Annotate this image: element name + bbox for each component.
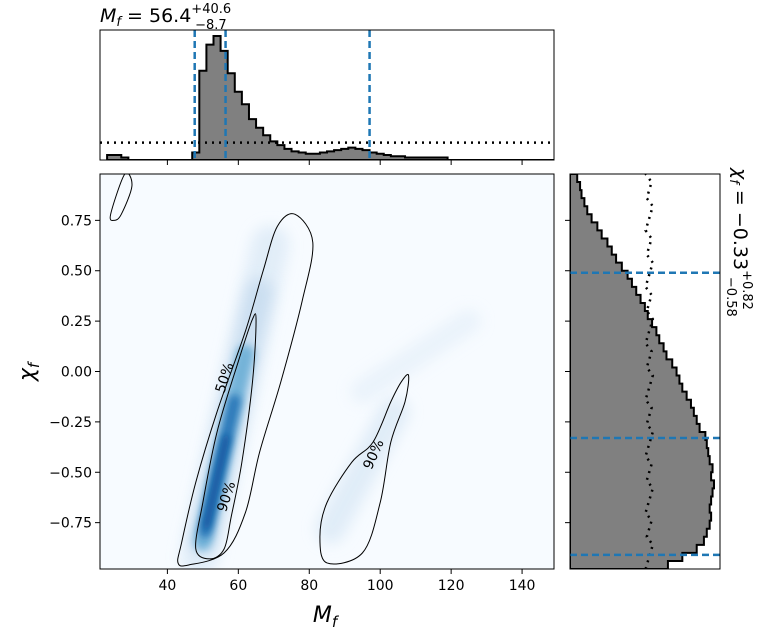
spin-title-upper-error: +0.82 bbox=[739, 270, 754, 310]
x-tick-label: 100 bbox=[367, 578, 394, 594]
mass-posterior-title: Mf = 56.4+40.6 −8.7 bbox=[100, 2, 231, 33]
spin-marginal-histogram bbox=[565, 173, 721, 570]
spin-posterior-title: χf = −0.33+0.82−0.58 bbox=[723, 167, 754, 317]
y-tick-label: 0.25 bbox=[61, 314, 92, 330]
x-tick-label: 80 bbox=[300, 578, 318, 594]
credible-contours: 50%90%90% bbox=[109, 174, 410, 567]
mass-marginal-frame bbox=[99, 29, 555, 161]
contour-90-secondary bbox=[319, 373, 410, 565]
mass-title-upper-error: +40.6 bbox=[191, 2, 231, 17]
mass-title-value: = 56.4 bbox=[121, 5, 191, 27]
spin-title-lower-error: −0.58 bbox=[723, 277, 738, 317]
mass-marginal-histogram bbox=[99, 29, 555, 165]
y-tick-label: −0.50 bbox=[49, 465, 92, 481]
x-tick-label: 140 bbox=[509, 578, 536, 594]
mass-title-symbol: M bbox=[100, 5, 116, 27]
mass-title-subscript: f bbox=[116, 15, 123, 30]
spin-title-symbol: χ bbox=[729, 167, 751, 180]
contour-90-corner bbox=[109, 174, 133, 221]
y-tick-label: −0.75 bbox=[49, 516, 92, 532]
spin-title-value: = −0.33 bbox=[729, 184, 751, 270]
contour-90-main bbox=[177, 213, 314, 567]
density-secondary-band bbox=[315, 396, 410, 544]
y-tick-label: 0.50 bbox=[61, 264, 92, 280]
joint-posterior-panel: 50%90%90% 40 60 80 100 120 140 0.75 0.50 0.25 0.… bbox=[15, 173, 555, 631]
y-tick-label: −0.25 bbox=[49, 415, 92, 431]
x-tick-label: 120 bbox=[438, 578, 465, 594]
y-axis-label: χf bbox=[15, 360, 43, 382]
y-tick-label: 0.00 bbox=[61, 365, 92, 381]
x-tick-label: 60 bbox=[229, 578, 247, 594]
density-faint-band bbox=[350, 309, 481, 404]
x-axis-label: Mf bbox=[313, 603, 340, 631]
y-tick-label: 0.75 bbox=[61, 213, 92, 229]
mass-title-lower-error: −8.7 bbox=[195, 18, 227, 33]
density-map bbox=[180, 225, 481, 569]
spin-histogram-bars bbox=[570, 174, 715, 569]
spin-prior-line bbox=[644, 174, 655, 569]
contour-50-main bbox=[195, 313, 257, 560]
density-ridge-band bbox=[202, 434, 230, 530]
spin-title-subscript: f bbox=[726, 179, 741, 186]
x-tick-label: 40 bbox=[158, 578, 176, 594]
